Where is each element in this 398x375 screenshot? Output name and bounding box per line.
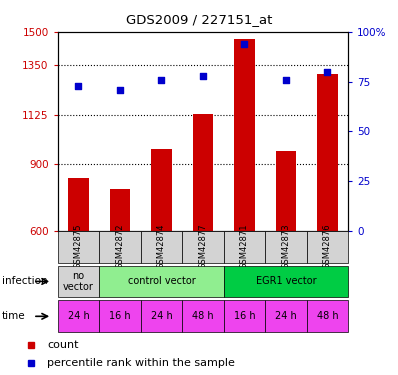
Bar bbox=[224, 266, 348, 297]
Text: control vector: control vector bbox=[128, 276, 195, 286]
Bar bbox=[151, 149, 172, 231]
Text: 24 h: 24 h bbox=[68, 311, 89, 321]
Text: GSM42876: GSM42876 bbox=[323, 224, 332, 269]
Bar bbox=[265, 300, 307, 332]
Bar bbox=[182, 231, 224, 262]
Text: EGR1 vector: EGR1 vector bbox=[256, 276, 316, 286]
Text: GDS2009 / 227151_at: GDS2009 / 227151_at bbox=[126, 13, 272, 26]
Bar bbox=[58, 300, 99, 332]
Text: GSM42872: GSM42872 bbox=[115, 224, 125, 269]
Point bbox=[283, 76, 289, 82]
Bar bbox=[141, 231, 182, 262]
Bar bbox=[141, 300, 182, 332]
Text: GSM42873: GSM42873 bbox=[281, 224, 291, 269]
Bar bbox=[99, 300, 141, 332]
Point bbox=[75, 82, 82, 88]
Bar bbox=[58, 266, 99, 297]
Bar bbox=[317, 74, 338, 231]
Text: GSM42874: GSM42874 bbox=[157, 224, 166, 269]
Bar bbox=[68, 178, 89, 231]
Text: 48 h: 48 h bbox=[192, 311, 214, 321]
Text: no
vector: no vector bbox=[63, 271, 94, 292]
Text: infection: infection bbox=[2, 276, 48, 286]
Text: 16 h: 16 h bbox=[234, 311, 255, 321]
Text: GSM42877: GSM42877 bbox=[199, 224, 207, 269]
Bar bbox=[182, 300, 224, 332]
Bar bbox=[99, 266, 224, 297]
Point bbox=[200, 73, 206, 79]
Text: 24 h: 24 h bbox=[275, 311, 297, 321]
Text: 24 h: 24 h bbox=[150, 311, 172, 321]
Point bbox=[241, 41, 248, 47]
Bar bbox=[58, 231, 99, 262]
Bar bbox=[193, 114, 213, 231]
Bar bbox=[265, 231, 307, 262]
Bar bbox=[307, 300, 348, 332]
Point bbox=[324, 69, 331, 75]
Bar bbox=[224, 231, 265, 262]
Bar bbox=[307, 231, 348, 262]
Bar bbox=[99, 231, 141, 262]
Text: percentile rank within the sample: percentile rank within the sample bbox=[47, 358, 235, 369]
Text: GSM42871: GSM42871 bbox=[240, 224, 249, 269]
Bar bbox=[234, 39, 255, 231]
Bar bbox=[276, 151, 297, 231]
Text: count: count bbox=[47, 339, 78, 350]
Point bbox=[158, 76, 165, 82]
Text: GSM42875: GSM42875 bbox=[74, 224, 83, 269]
Text: 48 h: 48 h bbox=[317, 311, 338, 321]
Bar bbox=[109, 189, 131, 231]
Text: time: time bbox=[2, 311, 25, 321]
Bar bbox=[224, 300, 265, 332]
Text: 16 h: 16 h bbox=[109, 311, 131, 321]
Point bbox=[117, 87, 123, 93]
